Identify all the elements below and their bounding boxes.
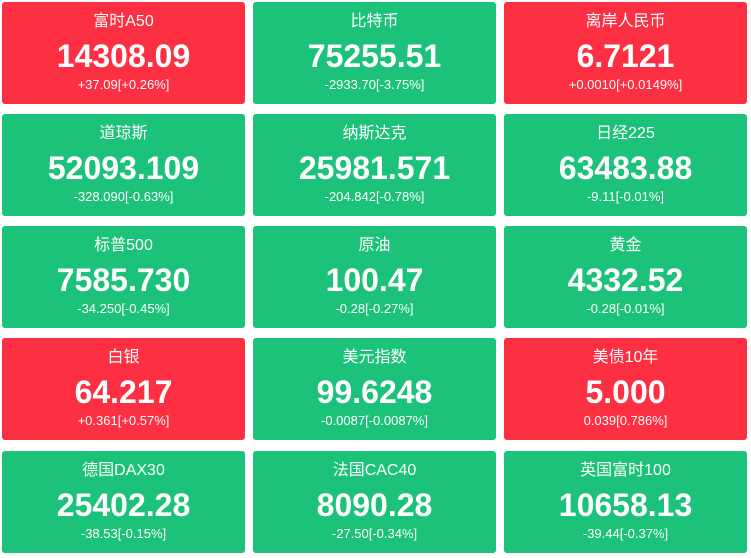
quote-tile[interactable]: 英国富时100 10658.13 -39.44[-0.37%]	[504, 451, 747, 553]
quote-price: 99.6248	[316, 374, 433, 410]
quote-change: +0.0010[+0.0149%]	[568, 77, 683, 92]
quote-change: -328.090[-0.63%]	[73, 189, 174, 204]
quote-tile[interactable]: 离岸人民币 6.7121 +0.0010[+0.0149%]	[504, 2, 747, 104]
quote-tile[interactable]: 法国CAC40 8090.28 -27.50[-0.34%]	[253, 451, 496, 553]
quote-change: -204.842[-0.78%]	[324, 189, 425, 204]
quote-change: +0.361[+0.57%]	[77, 413, 170, 428]
quote-name: 白银	[107, 349, 140, 366]
quote-price: 10658.13	[558, 487, 693, 523]
quote-name: 原油	[358, 237, 391, 254]
quote-change: -39.44[-0.37%]	[582, 526, 669, 541]
quote-name: 标普500	[94, 237, 153, 254]
quote-tile[interactable]: 黄金 4332.52 -0.28[-0.01%]	[504, 226, 747, 328]
quote-price: 4332.52	[567, 262, 684, 298]
quote-name: 美债10年	[592, 349, 659, 366]
quote-price: 25981.571	[298, 150, 451, 186]
quote-change: -0.28[-0.01%]	[586, 301, 665, 316]
quote-name: 道琼斯	[99, 125, 148, 142]
quote-price: 100.47	[325, 262, 424, 298]
quote-name: 法国CAC40	[332, 462, 417, 479]
quote-name: 离岸人民币	[585, 13, 666, 30]
quote-change: -34.250[-0.45%]	[77, 301, 170, 316]
quote-name: 德国DAX30	[82, 462, 165, 479]
quote-price: 75255.51	[307, 38, 442, 74]
quote-tile[interactable]: 富时A50 14308.09 +37.09[+0.26%]	[2, 2, 245, 104]
quote-name: 黄金	[609, 237, 642, 254]
quote-name: 英国富时100	[580, 462, 671, 479]
quote-price: 6.7121	[576, 38, 675, 74]
quote-change: -2933.70[-3.75%]	[324, 77, 425, 92]
quote-tile[interactable]: 白银 64.217 +0.361[+0.57%]	[2, 338, 245, 440]
quote-price: 5.000	[585, 374, 666, 410]
quote-price: 52093.109	[47, 150, 200, 186]
quote-name: 日经225	[596, 125, 655, 142]
quote-price: 7585.730	[56, 262, 191, 298]
quote-change: -27.50[-0.34%]	[331, 526, 418, 541]
quote-name: 纳斯达克	[342, 125, 407, 142]
quote-tile[interactable]: 原油 100.47 -0.28[-0.27%]	[253, 226, 496, 328]
quote-tile[interactable]: 纳斯达克 25981.571 -204.842[-0.78%]	[253, 114, 496, 216]
quote-change: -0.28[-0.27%]	[335, 301, 414, 316]
quote-tile[interactable]: 道琼斯 52093.109 -328.090[-0.63%]	[2, 114, 245, 216]
quote-tile[interactable]: 标普500 7585.730 -34.250[-0.45%]	[2, 226, 245, 328]
quote-name: 比特币	[350, 13, 399, 30]
quote-price: 25402.28	[56, 487, 191, 523]
quote-change: 0.039[0.786%]	[583, 413, 668, 428]
quote-change: -0.0087[-0.0087%]	[321, 413, 428, 428]
quote-tile[interactable]: 美元指数 99.6248 -0.0087[-0.0087%]	[253, 338, 496, 440]
quote-price: 63483.88	[558, 150, 693, 186]
quote-price: 14308.09	[56, 38, 191, 74]
quote-tile[interactable]: 比特币 75255.51 -2933.70[-3.75%]	[253, 2, 496, 104]
quote-name: 美元指数	[342, 349, 407, 366]
quote-change: -38.53[-0.15%]	[80, 526, 167, 541]
quote-change: +37.09[+0.26%]	[77, 77, 170, 92]
quote-price: 64.217	[74, 374, 173, 410]
quote-tile[interactable]: 美债10年 5.000 0.039[0.786%]	[504, 338, 747, 440]
quote-tile[interactable]: 日经225 63483.88 -9.11[-0.01%]	[504, 114, 747, 216]
quote-name: 富时A50	[93, 13, 154, 30]
quote-change: -9.11[-0.01%]	[586, 189, 665, 204]
quote-tile[interactable]: 德国DAX30 25402.28 -38.53[-0.15%]	[2, 451, 245, 553]
quote-price: 8090.28	[316, 487, 433, 523]
